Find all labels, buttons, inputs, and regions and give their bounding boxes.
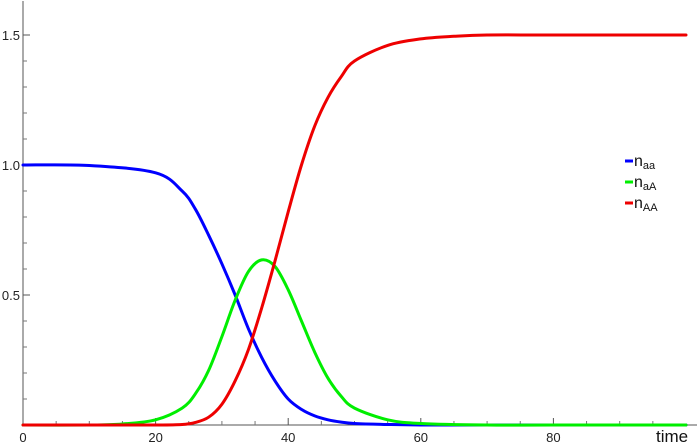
x-tick-label: 60 (414, 430, 428, 445)
legend: naa naA nAA (625, 153, 658, 214)
series-line-naa (21, 163, 688, 427)
y-tick-label: 1.0 (2, 158, 20, 173)
x-tick-label: 40 (281, 430, 295, 445)
series-line-nAA (21, 33, 688, 427)
y-tick-label: 1.5 (2, 28, 20, 43)
ticks: 0 20 40 60 80 0.5 1.0 1.5 (2, 28, 654, 445)
x-tick-label: 0 (19, 430, 26, 445)
axes (22, 1, 697, 426)
legend-label-naA: naA (634, 174, 657, 193)
x-axis-title: time (656, 427, 688, 446)
legend-label-naa: naa (634, 153, 656, 172)
y-tick-label: 0.5 (2, 288, 20, 303)
legend-label-nAA: nAA (634, 195, 658, 214)
series-line-naA (21, 258, 688, 427)
x-tick-label: 80 (546, 430, 560, 445)
series-layer (21, 33, 688, 427)
x-tick-label: 20 (148, 430, 162, 445)
